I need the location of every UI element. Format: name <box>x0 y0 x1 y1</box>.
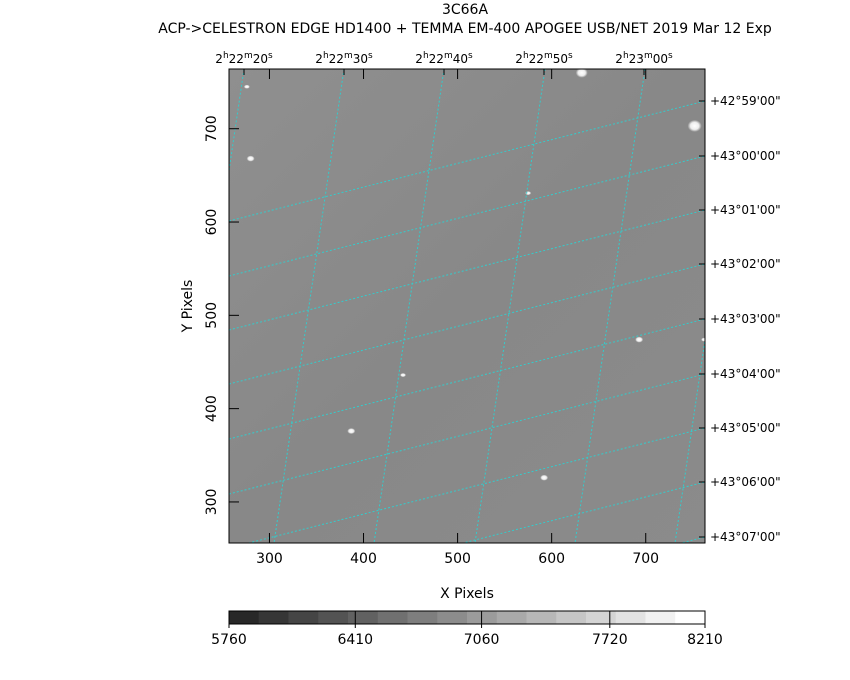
colorbar-label-2: 7060 <box>464 632 500 648</box>
colorbar: 5760 6410 7060 7720 8210 <box>211 610 723 648</box>
dec-axis: +42°59'00" +43°00'00" +43°01'00" +43°02'00"… <box>699 94 781 544</box>
y-tick-label-300: 300 <box>204 489 220 516</box>
star-5 <box>347 428 356 435</box>
colorbar-label-1: 6410 <box>337 632 373 648</box>
colorbar-swatch-15 <box>675 611 706 624</box>
colorbar-swatch-2 <box>288 611 319 624</box>
ra-label-0: 2h22m20s <box>215 51 273 66</box>
dec-grid-line-7 <box>460 481 705 543</box>
dec-grid-line-2 <box>229 209 705 331</box>
colorbar-swatch-5 <box>377 611 408 624</box>
dec-grid-line-6 <box>246 427 705 543</box>
x-tick-label-700: 700 <box>632 551 659 567</box>
dec-label-8: +43°07'00" <box>710 530 781 544</box>
colorbar-swatch-13 <box>615 611 646 624</box>
colorbar-swatch-9 <box>496 611 527 624</box>
y-tick-label-600: 600 <box>204 209 220 236</box>
dec-label-7: +43°06'00" <box>710 475 781 489</box>
dec-grid-line-3 <box>229 263 705 385</box>
star-9 <box>400 373 407 378</box>
dec-label-2: +43°01'00" <box>710 203 781 217</box>
dec-label-3: +43°02'00" <box>710 257 781 271</box>
y-axis: 300 400 500 600 700 <box>204 115 239 515</box>
wcs-grid <box>229 69 820 543</box>
star-6 <box>540 474 549 481</box>
star-8 <box>701 337 705 342</box>
star-2 <box>246 155 255 162</box>
star-1 <box>687 119 702 132</box>
star-3 <box>525 191 532 196</box>
colorbar-label-0: 5760 <box>211 632 247 648</box>
ra-grid-line-extra-1 <box>750 69 820 543</box>
ra-label-2: 2h22m40s <box>415 51 473 66</box>
x-tick-label-400: 400 <box>350 551 377 567</box>
colorbar-swatch-12 <box>586 611 617 624</box>
colorbar-swatch-7 <box>437 611 468 624</box>
x-tick-label-600: 600 <box>538 551 565 567</box>
dec-grid-line-1 <box>229 155 705 277</box>
ra-label-1: 2h22m30s <box>315 51 373 66</box>
dec-label-6: +43°05'00" <box>710 421 781 435</box>
star-0 <box>575 69 588 78</box>
star-4 <box>635 336 644 343</box>
colorbar-swatch-14 <box>645 611 676 624</box>
colorbar-swatch-3 <box>318 611 349 624</box>
dec-grid-line-5 <box>229 373 705 495</box>
colorbar-swatch-1 <box>258 611 289 624</box>
dec-label-0: +42°59'00" <box>710 94 781 108</box>
star-7 <box>243 84 250 89</box>
image-background <box>229 69 705 543</box>
instrument-subtitle: ACP->CELESTRON EDGE HD1400 + TEMMA EM-40… <box>158 21 772 37</box>
colorbar-swatch-6 <box>407 611 438 624</box>
y-tick-label-700: 700 <box>204 115 220 142</box>
colorbar-label-3: 7720 <box>592 632 628 648</box>
sky-image <box>229 69 705 543</box>
x-tick-label-500: 500 <box>444 551 471 567</box>
x-axis-label: X Pixels <box>440 586 494 602</box>
x-axis: 300 400 500 600 700 <box>256 69 659 567</box>
colorbar-swatch-0 <box>229 611 260 624</box>
dec-grid-line-0 <box>229 100 705 222</box>
plot-frame <box>228 68 706 544</box>
x-tick-label-300: 300 <box>256 551 283 567</box>
dec-label-5: +43°04'00" <box>710 367 781 381</box>
y-tick-label-400: 400 <box>204 395 220 422</box>
colorbar-swatch-8 <box>467 611 498 624</box>
dec-label-1: +43°00'00" <box>710 149 781 163</box>
dec-label-4: +43°03'00" <box>710 312 781 326</box>
colorbar-swatch-4 <box>348 611 379 624</box>
object-title: 3C66A <box>441 2 489 18</box>
ra-axis: 2h22m20s 2h22m30s 2h22m40s 2h22m50s 2h23m00s <box>215 51 673 75</box>
y-axis-label: Y Pixels <box>180 280 196 334</box>
star-layer <box>243 69 705 481</box>
ra-label-4: 2h23m00s <box>615 51 673 66</box>
colorbar-swatch-10 <box>526 611 557 624</box>
colorbar-label-4: 8210 <box>687 632 723 648</box>
ra-label-3: 2h22m50s <box>515 51 573 66</box>
colorbar-swatch-11 <box>556 611 587 624</box>
dec-grid-line-4 <box>229 318 705 440</box>
y-tick-label-500: 500 <box>204 302 220 329</box>
